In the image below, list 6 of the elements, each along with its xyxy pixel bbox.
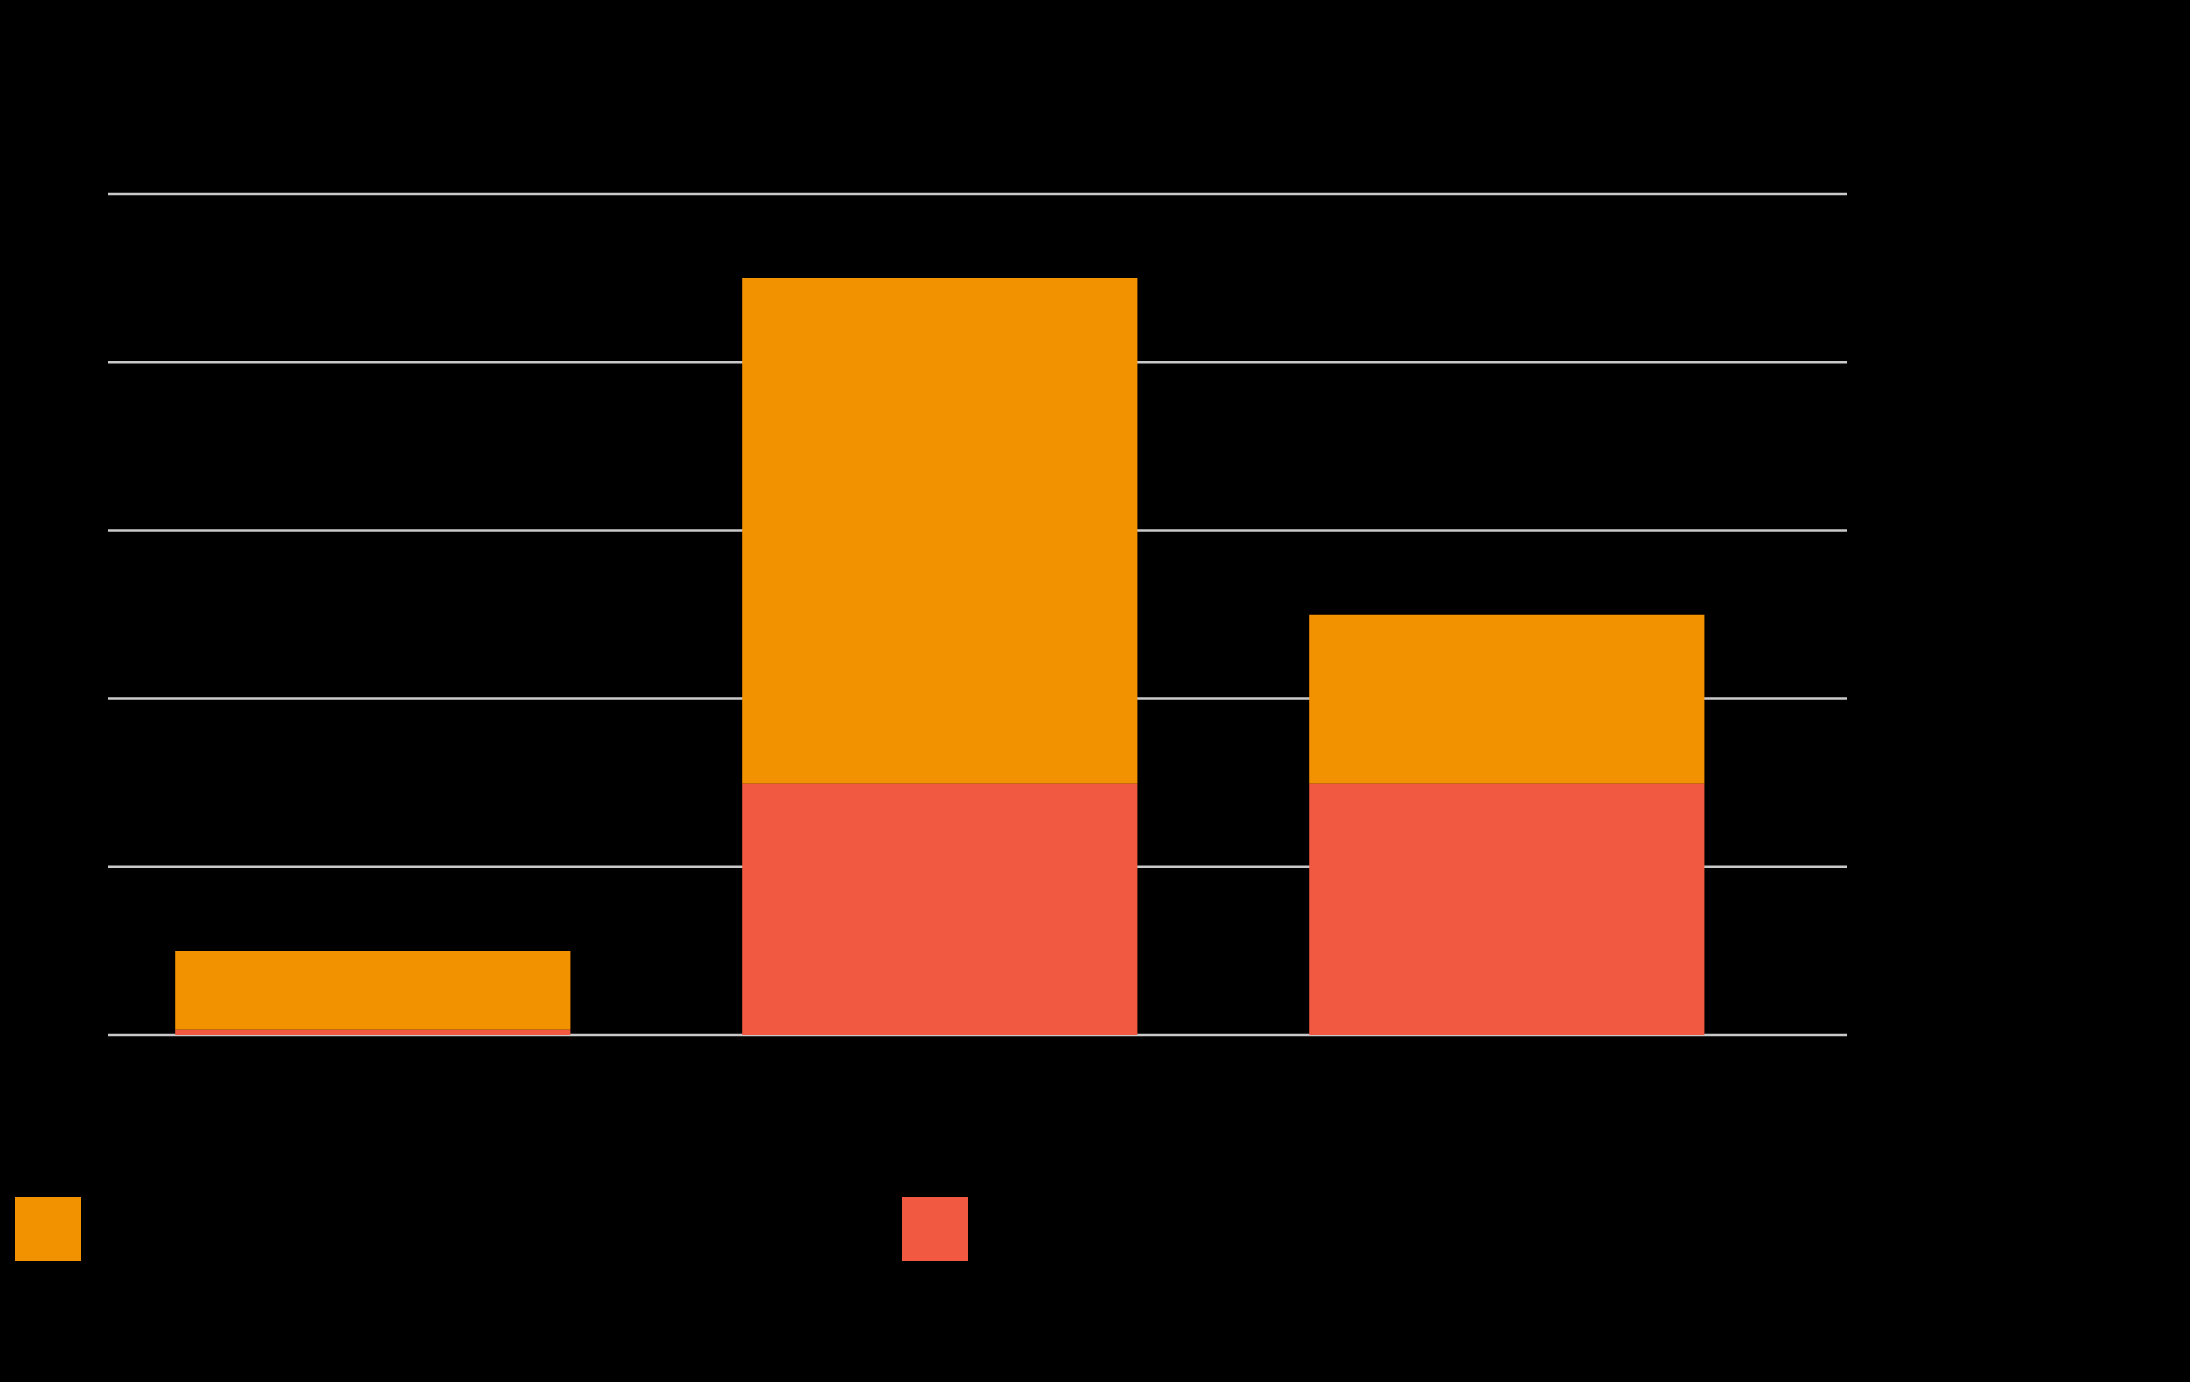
bar: [175, 950, 571, 1030]
bar: [1309, 783, 1705, 1035]
bar: [1309, 614, 1705, 784]
bar: [742, 278, 1138, 784]
bar: [175, 1029, 571, 1035]
bar: [742, 783, 1138, 1035]
